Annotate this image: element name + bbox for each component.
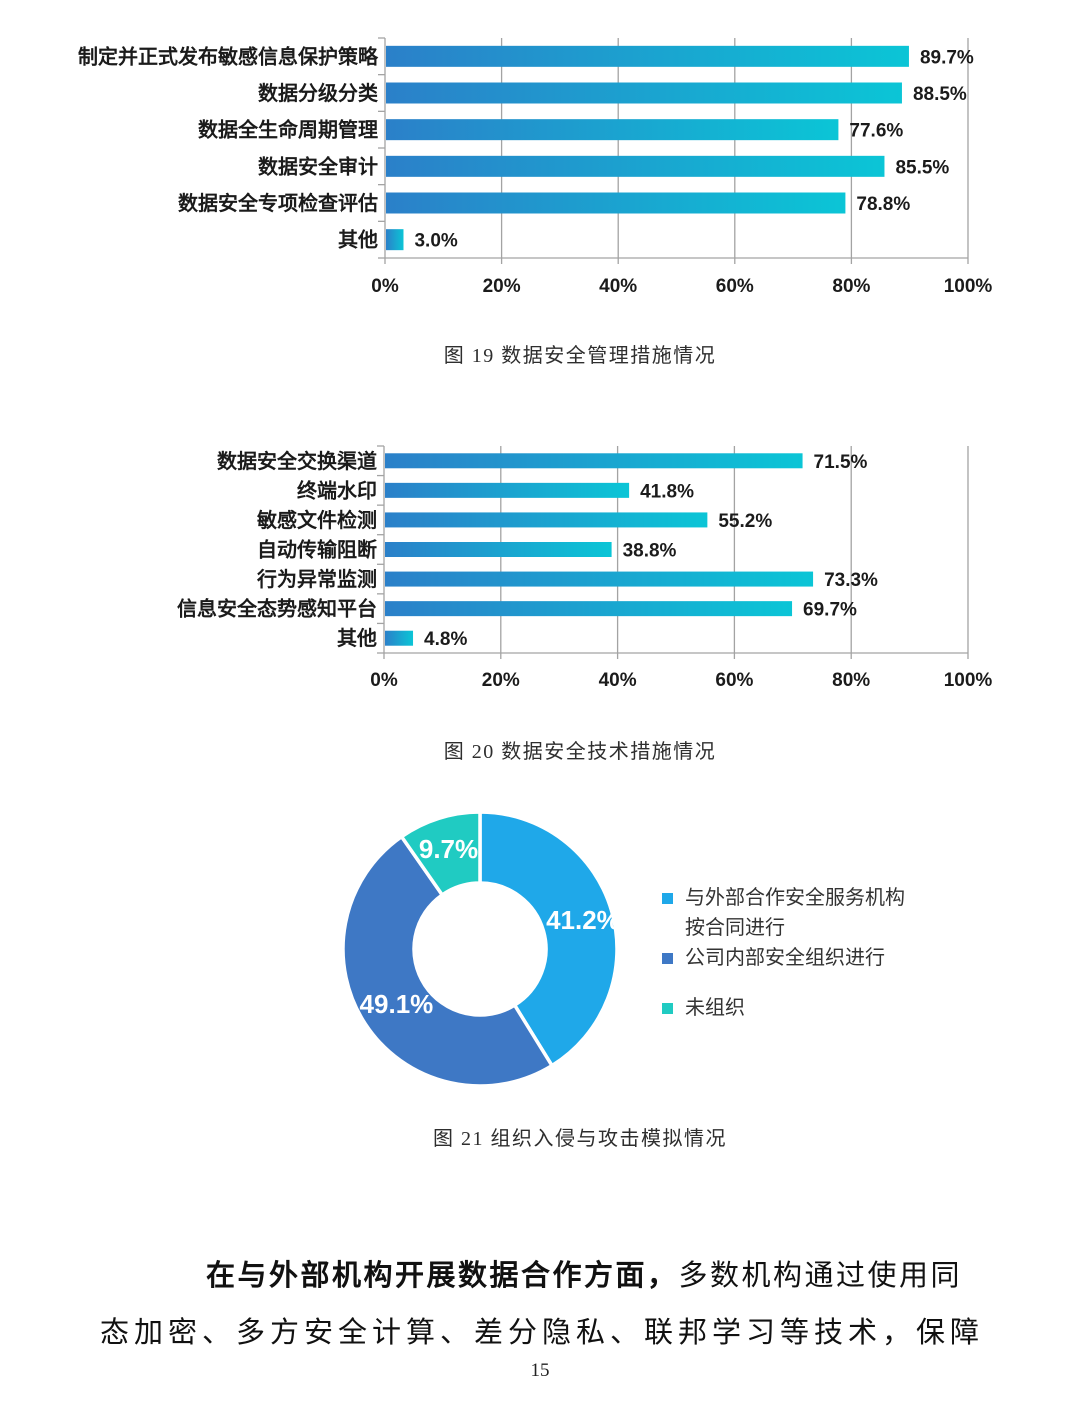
x-axis-tick-label: 60% bbox=[716, 276, 754, 297]
bar bbox=[386, 229, 404, 251]
x-axis-tick-label: 20% bbox=[483, 276, 521, 297]
category-label: 数据全生命周期管理 bbox=[198, 118, 378, 142]
bar bbox=[385, 630, 414, 646]
category-label: 终端水印 bbox=[297, 478, 377, 502]
legend-item: 与外部合作安全服务机构 按合同进行 bbox=[662, 883, 905, 943]
x-axis-tick-label: 20% bbox=[482, 670, 520, 691]
x-axis-tick-label: 0% bbox=[371, 276, 399, 297]
category-label: 数据安全交换渠道 bbox=[217, 449, 377, 473]
bar bbox=[385, 453, 803, 469]
bar-value-label: 71.5% bbox=[814, 452, 868, 473]
legend-item: 未组织 bbox=[662, 993, 905, 1023]
figure-21-caption: 图 21 组织入侵与攻击模拟情况 bbox=[433, 1128, 727, 1150]
category-label: 数据安全审计 bbox=[258, 154, 378, 178]
x-axis-tick-label: 40% bbox=[599, 670, 637, 691]
x-axis-tick-label: 80% bbox=[832, 276, 870, 297]
category-label: 敏感文件检测 bbox=[256, 508, 377, 532]
bar-value-label: 3.0% bbox=[414, 231, 457, 252]
bar bbox=[385, 542, 612, 557]
bar-chart-management-measures: 0% 20% 40% 60% 80% 100% 制定并正式发布敏感信息保护策略 89.7% 数据… bbox=[78, 37, 993, 297]
bar-value-label: 77.6% bbox=[849, 121, 903, 142]
legend-label-line: 未组织 bbox=[685, 997, 745, 1019]
donut-slice bbox=[399, 810, 482, 898]
category-label: 数据安全专项检查评估 bbox=[178, 191, 378, 215]
bar bbox=[386, 119, 839, 141]
bar-value-label: 88.5% bbox=[913, 84, 967, 105]
legend-swatch-icon bbox=[662, 1003, 673, 1014]
x-axis-tick-label: 100% bbox=[944, 276, 993, 297]
legend-label-line: 与外部合作安全服务机构 bbox=[685, 887, 905, 909]
page-number: 15 bbox=[530, 1360, 550, 1381]
legend-label: 公司内部安全组织进行 bbox=[685, 943, 885, 973]
body-paragraph: 在与外部机构开展数据合作方面，多数机构通过使用同 态加密、多方安全计算、差分隐私… bbox=[100, 1248, 985, 1362]
x-axis-tick-label: 0% bbox=[370, 670, 398, 691]
figure-20-technical-measures: 0% 20% 40% 60% 80% 100% 数据安全交换渠道 71.5% 终端水印 41.8%… bbox=[75, 440, 1010, 764]
figure-20-caption: 图 20 数据安全技术措施情况 bbox=[443, 741, 717, 763]
donut-chart-area: 41.2% 49.1% 9.7% 与外部合作安全服务机构 按合同进行公司内部安全组织进… bbox=[330, 808, 990, 1098]
bar bbox=[385, 482, 630, 498]
bar bbox=[385, 512, 708, 528]
bar-value-label: 4.8% bbox=[424, 629, 467, 650]
x-axis-tick-label: 40% bbox=[599, 276, 637, 297]
body-line-1: 在与外部机构开展数据合作方面，多数机构通过使用同 bbox=[100, 1248, 985, 1305]
donut-legend: 与外部合作安全服务机构 按合同进行公司内部安全组织进行 未组织 bbox=[662, 808, 905, 1098]
bar bbox=[386, 192, 846, 214]
bar-chart-technical-measures: 0% 20% 40% 60% 80% 100% 数据安全交换渠道 71.5% 终端水印 41.8%… bbox=[177, 445, 993, 691]
x-axis-tick-label: 80% bbox=[832, 670, 870, 691]
bar-value-label: 89.7% bbox=[920, 47, 974, 68]
body-line-2: 态加密、多方安全计算、差分隐私、联邦学习等技术，保障 bbox=[100, 1317, 985, 1349]
bar-value-label: 85.5% bbox=[895, 157, 949, 178]
legend-swatch-icon bbox=[662, 953, 673, 964]
figure-19-caption: 图 19 数据安全管理措施情况 bbox=[443, 345, 717, 367]
legend-label: 未组织 bbox=[685, 993, 745, 1023]
body-line-1-rest: 多数机构通过使用同 bbox=[678, 1260, 963, 1292]
category-label: 自动传输阻断 bbox=[257, 538, 377, 562]
bar bbox=[386, 82, 902, 104]
category-label: 行为异常监测 bbox=[256, 567, 377, 591]
bar bbox=[386, 45, 909, 67]
donut-slice bbox=[478, 810, 619, 1068]
figure-21-attack-simulation: 41.2% 49.1% 9.7% 与外部合作安全服务机构 按合同进行公司内部安全组织进… bbox=[0, 808, 1080, 1151]
bar-value-label: 38.8% bbox=[623, 541, 677, 562]
bar-value-label: 73.3% bbox=[824, 570, 878, 591]
legend-item: 公司内部安全组织进行 bbox=[662, 943, 905, 973]
legend-swatch-icon bbox=[662, 893, 673, 904]
bar-value-label: 55.2% bbox=[718, 511, 772, 532]
bar bbox=[386, 155, 885, 177]
category-label: 信息安全态势感知平台 bbox=[177, 597, 377, 621]
x-axis-tick-label: 100% bbox=[944, 670, 993, 691]
bar bbox=[385, 571, 814, 587]
legend-label-line: 公司内部安全组织进行 bbox=[685, 947, 885, 969]
legend-label-line: 按合同进行 bbox=[685, 917, 785, 939]
category-label: 其他 bbox=[338, 228, 378, 252]
category-label: 数据分级分类 bbox=[258, 81, 378, 105]
figure-19-management-measures: 0% 20% 40% 60% 80% 100% 制定并正式发布敏感信息保护策略 89.7% 数据… bbox=[75, 30, 1010, 368]
body-line-1-bold: 在与外部机构开展数据合作方面， bbox=[206, 1260, 679, 1292]
x-axis-tick-label: 60% bbox=[715, 670, 753, 691]
bar-value-label: 69.7% bbox=[803, 600, 857, 621]
category-label: 制定并正式发布敏感信息保护策略 bbox=[78, 44, 379, 68]
legend-label: 与外部合作安全服务机构 按合同进行 bbox=[685, 883, 905, 943]
donut-slice bbox=[341, 834, 555, 1088]
donut-slice-label: 9.7% bbox=[419, 834, 478, 864]
donut-slice-label: 41.2% bbox=[546, 905, 620, 935]
donut-chart-attack-simulation: 41.2% 49.1% 9.7% bbox=[341, 810, 620, 1088]
category-label: 其他 bbox=[337, 626, 377, 650]
donut-slice-label: 49.1% bbox=[360, 989, 434, 1019]
bar bbox=[385, 601, 793, 617]
bar-value-label: 41.8% bbox=[640, 481, 694, 502]
bar-value-label: 78.8% bbox=[856, 194, 910, 215]
